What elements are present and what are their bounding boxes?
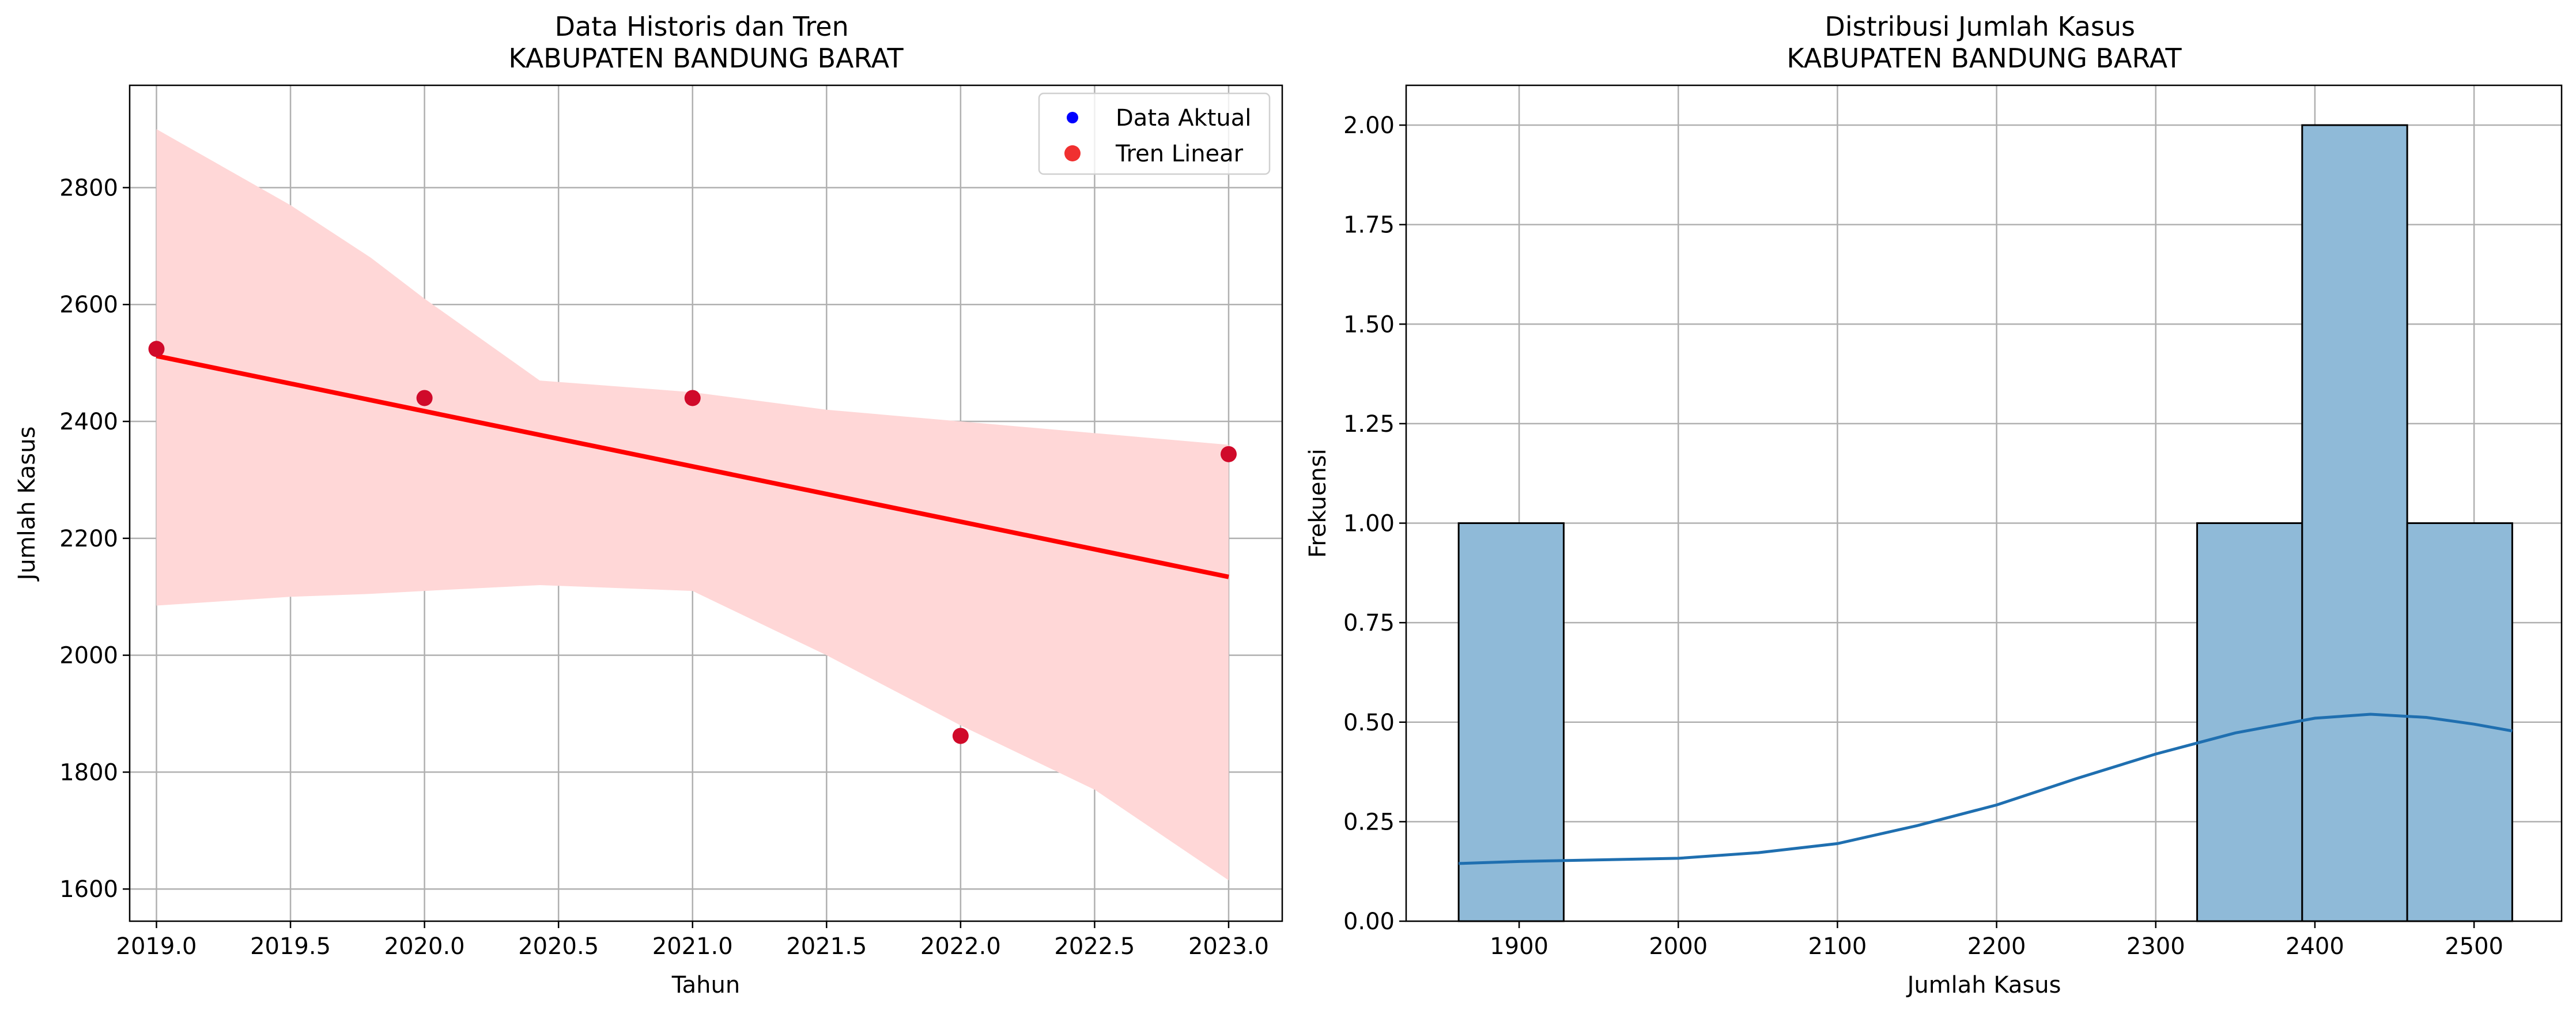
confidence-band-area bbox=[156, 129, 1229, 881]
trend-chart-xtick-label: 2019.0 bbox=[116, 933, 197, 960]
histogram-chart-xtick-label: 2400 bbox=[2286, 933, 2344, 960]
histogram-chart-title-line-1: Distribusi Jumlah Kasus bbox=[1825, 11, 2135, 42]
trend-chart-xtick-label: 2022.0 bbox=[920, 933, 1001, 960]
histogram-bar bbox=[1457, 522, 1565, 922]
data-point bbox=[684, 390, 701, 406]
legend-marker bbox=[1067, 112, 1078, 123]
histogram-chart-title-line-2: KABUPATEN BANDUNG BARAT bbox=[1786, 43, 2182, 74]
trend-chart-legend: Data Aktual Tren Linear bbox=[1038, 92, 1271, 175]
trend-chart-ytick-label: 2600 bbox=[59, 292, 118, 318]
trend-chart-confidence-band bbox=[156, 129, 1229, 881]
trend-chart-xtick-label: 2020.5 bbox=[518, 933, 599, 960]
histogram-chart-xtick-label: 2300 bbox=[2126, 933, 2185, 960]
trend-chart-ytick-label: 2800 bbox=[59, 175, 118, 201]
histogram-chart-ticks: 1900 2000 2100 2200 2300 2400 2500 0.00 0.25 0.50… bbox=[1343, 112, 2503, 960]
histogram-chart-frame bbox=[1405, 84, 2563, 922]
trend-chart-xtick-label: 2022.5 bbox=[1054, 933, 1135, 960]
legend-box bbox=[1038, 92, 1271, 175]
histogram-chart-ytick-label: 1.50 bbox=[1343, 311, 1395, 338]
data-point bbox=[952, 727, 969, 744]
kde-curve bbox=[1459, 713, 2513, 865]
trend-chart-ytick-label: 2400 bbox=[59, 409, 118, 435]
trend-chart-xtick-label: 2021.0 bbox=[652, 933, 733, 960]
trend-chart: Data Historis dan Tren KABUPATEN BANDUNG… bbox=[14, 11, 1283, 998]
trend-chart-xtick-label: 2019.5 bbox=[250, 933, 331, 960]
legend-label: Data Aktual bbox=[1116, 105, 1251, 131]
histogram-chart-ytick-label: 2.00 bbox=[1343, 112, 1395, 139]
trend-line bbox=[156, 353, 1229, 579]
histogram-chart-ytick-label: 0.00 bbox=[1343, 909, 1395, 935]
histogram-chart-xtick-label: 2100 bbox=[1808, 933, 1867, 960]
legend-marker bbox=[1064, 145, 1081, 161]
legend-label: Tren Linear bbox=[1115, 141, 1244, 167]
histogram-chart-ytick-label: 1.25 bbox=[1343, 411, 1395, 438]
histogram-chart-title: Distribusi Jumlah Kasus KABUPATEN BANDUN… bbox=[1786, 11, 2182, 74]
histogram-chart-xlabel: Jumlah Kasus bbox=[1906, 972, 2061, 998]
trend-chart-frame bbox=[129, 84, 1283, 922]
histogram-chart-ytick-label: 0.75 bbox=[1343, 610, 1395, 636]
data-point bbox=[1220, 446, 1237, 462]
histogram-chart-xtick-label: 2000 bbox=[1649, 933, 1708, 960]
trend-chart-title: Data Historis dan Tren KABUPATEN BANDUNG… bbox=[508, 11, 904, 74]
data-point bbox=[148, 341, 165, 357]
histogram-chart-ylabel: Frekuensi bbox=[1305, 448, 1331, 557]
histogram-chart-xtick-label: 1900 bbox=[1490, 933, 1548, 960]
histogram-bar bbox=[2301, 124, 2408, 922]
histogram-chart-xtick-label: 2500 bbox=[2445, 933, 2503, 960]
trend-chart-ytick-label: 2000 bbox=[59, 643, 118, 669]
trend-chart-ticks: 2019.0 2019.5 2020.0 2020.5 2021.0 2021.5 2022… bbox=[59, 175, 1269, 960]
trend-chart-title-line-2: KABUPATEN BANDUNG BARAT bbox=[508, 43, 904, 74]
trend-chart-ylabel: Jumlah Kasus bbox=[14, 427, 40, 582]
trend-chart-ytick-label: 1600 bbox=[59, 876, 118, 903]
histogram-chart-xtick-label: 2200 bbox=[1967, 933, 2026, 960]
histogram-chart: Distribusi Jumlah Kasus KABUPATEN BANDUN… bbox=[1305, 11, 2563, 998]
trend-chart-xtick-label: 2020.0 bbox=[384, 933, 465, 960]
trend-chart-xtick-label: 2023.0 bbox=[1188, 933, 1269, 960]
trend-chart-xtick-label: 2021.5 bbox=[786, 933, 867, 960]
data-point bbox=[416, 390, 433, 406]
trend-chart-ytick-label: 2200 bbox=[59, 526, 118, 552]
histogram-chart-ytick-label: 1.00 bbox=[1343, 511, 1395, 537]
trend-chart-ytick-label: 1800 bbox=[59, 759, 118, 786]
trend-chart-title-line-1: Data Historis dan Tren bbox=[555, 11, 849, 42]
trend-chart-xlabel: Tahun bbox=[671, 972, 740, 998]
histogram-chart-ytick-label: 1.75 bbox=[1343, 212, 1395, 239]
histogram-chart-ytick-label: 0.25 bbox=[1343, 809, 1395, 835]
histogram-chart-ytick-label: 0.50 bbox=[1343, 710, 1395, 736]
trend-chart-marks bbox=[148, 341, 1237, 744]
